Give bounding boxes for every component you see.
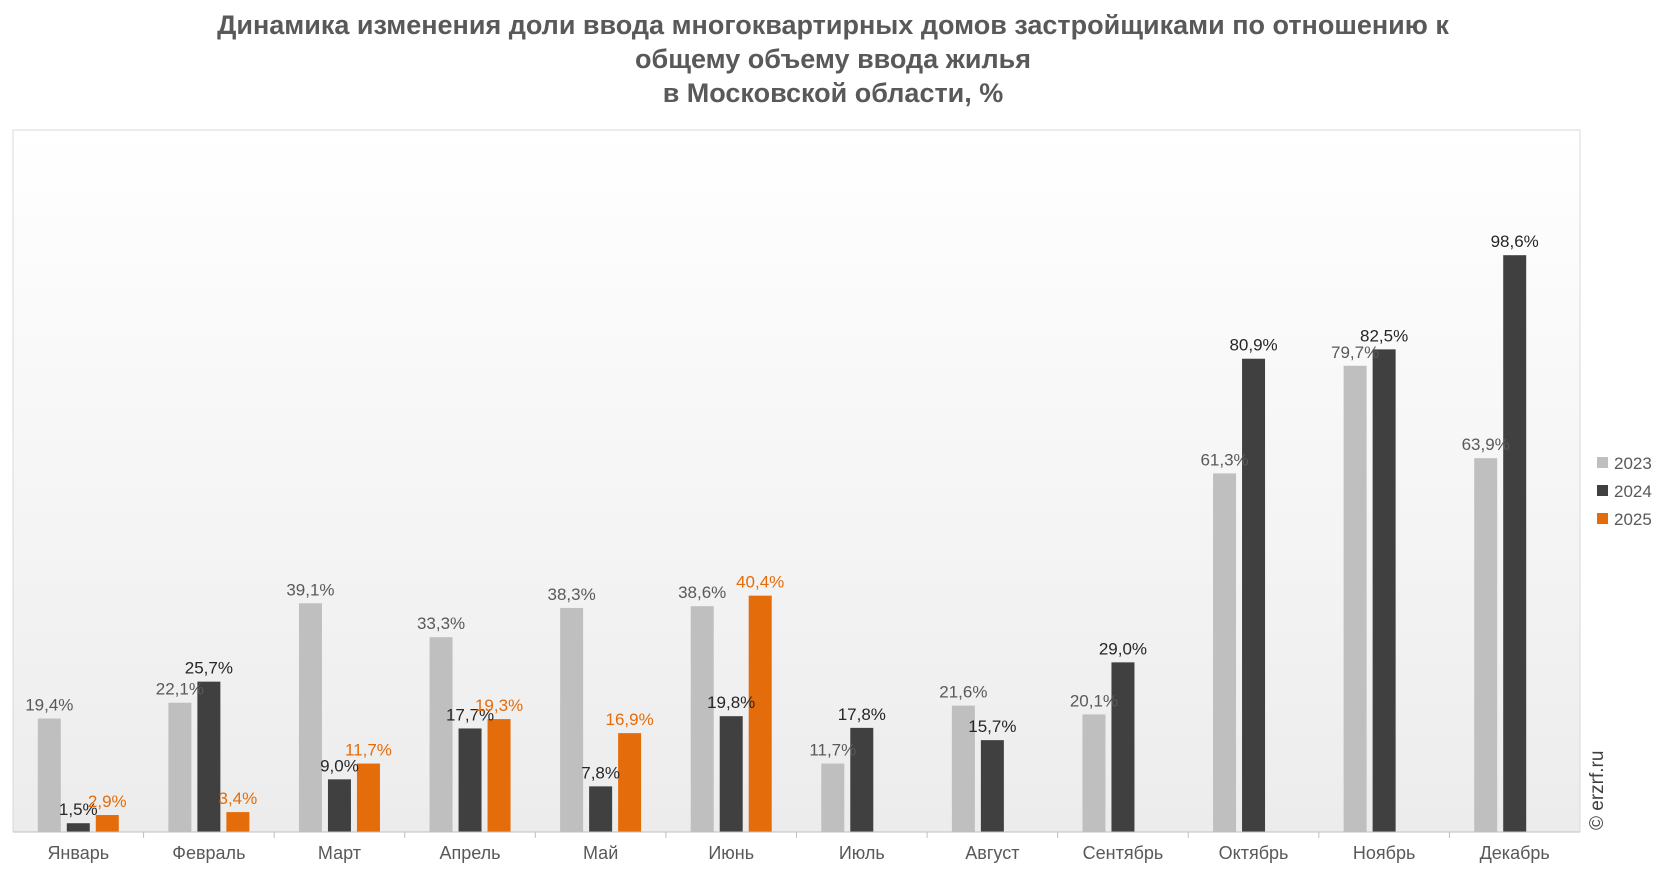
bar-2024-0 [66, 823, 90, 832]
category-label-6: Июль [839, 843, 885, 863]
legend-label-2025: 2025 [1614, 510, 1652, 529]
chart-title-line-1: Динамика изменения доли ввода многокварт… [217, 10, 1449, 40]
data-label-2023-2: 39,1% [286, 580, 334, 599]
data-label-2024-6: 17,8% [838, 705, 886, 724]
category-label-8: Сентябрь [1083, 843, 1164, 863]
bar-2023-0 [37, 718, 61, 832]
legend-swatch-2024 [1597, 485, 1608, 496]
data-label-2023-3: 33,3% [417, 614, 465, 633]
bar-2024-9 [1242, 358, 1266, 832]
data-label-2023-6: 11,7% [809, 741, 856, 760]
bars-layer [37, 255, 1527, 832]
category-label-7: Август [965, 843, 1019, 863]
data-label-2023-10: 79,7% [1331, 343, 1379, 362]
data-label-2023-9: 61,3% [1200, 450, 1248, 469]
category-label-10: Ноябрь [1353, 843, 1415, 863]
watermark: © erzrf.ru [1587, 751, 1608, 830]
plot-area [12, 129, 1581, 833]
bar-2024-7 [980, 740, 1004, 832]
bar-2023-9 [1213, 473, 1237, 832]
bar-2023-3 [429, 637, 453, 832]
legend-label-2023: 2023 [1614, 454, 1652, 473]
bar-2024-11 [1503, 255, 1527, 832]
category-label-4: Май [583, 843, 618, 863]
labels-layer: 19,4%1,5%2,9%22,1%25,7%3,4%39,1%9,0%11,7… [25, 232, 1539, 819]
category-label-3: Апрель [440, 843, 501, 863]
bar-2024-6 [850, 727, 874, 832]
data-label-2024-2: 9,0% [320, 756, 359, 775]
data-label-2023-8: 20,1% [1070, 691, 1118, 710]
bar-2025-2 [356, 763, 380, 832]
bar-2025-4 [618, 733, 642, 832]
data-label-2025-5: 40,4% [736, 573, 784, 592]
bar-2023-6 [821, 763, 845, 832]
bar-2023-1 [168, 702, 192, 832]
bar-2023-7 [951, 705, 975, 832]
bar-2023-4 [560, 607, 584, 832]
bar-2023-11 [1474, 458, 1498, 832]
legend-label-2024: 2024 [1614, 482, 1652, 501]
bar-2024-4 [589, 786, 613, 832]
bar-2024-5 [719, 716, 743, 832]
chart-title-line-2: общему объему ввода жилья [635, 44, 1031, 74]
category-label-0: Январь [47, 843, 109, 863]
bar-2023-8 [1082, 714, 1106, 832]
category-label-1: Февраль [172, 843, 245, 863]
bar-2023-2 [298, 603, 322, 832]
data-label-2025-0: 2,9% [88, 792, 127, 811]
legend: 2023 2024 2025 [1597, 454, 1652, 529]
data-label-2023-7: 21,6% [939, 683, 987, 702]
data-label-2024-7: 15,7% [968, 717, 1016, 736]
category-label-11: Декабрь [1480, 843, 1550, 863]
category-axis: Январь Февраль Март Апрель Май Июнь Июль Август… [47, 832, 1550, 863]
bar-2024-8 [1111, 662, 1135, 832]
bar-2024-3 [458, 728, 482, 832]
category-label-9: Октябрь [1219, 843, 1289, 863]
data-label-2024-10: 82,5% [1360, 326, 1408, 345]
chart-title: Динамика изменения доли ввода многокварт… [0, 8, 1666, 110]
data-label-2024-5: 19,8% [707, 693, 755, 712]
chart-title-line-3: в Московской области, % [662, 78, 1004, 108]
data-label-2024-8: 29,0% [1099, 639, 1147, 658]
data-label-2025-1: 3,4% [219, 789, 258, 808]
bar-2025-5 [748, 595, 772, 832]
data-label-2025-2: 11,7% [345, 741, 392, 760]
data-label-2023-5: 38,6% [678, 583, 726, 602]
data-label-2024-3: 17,7% [446, 705, 494, 724]
data-label-2024-0: 1,5% [59, 800, 98, 819]
data-label-2024-9: 80,9% [1229, 336, 1277, 355]
bar-2025-1 [226, 812, 250, 832]
data-label-2023-1: 22,1% [156, 680, 204, 699]
bar-2023-10 [1343, 365, 1367, 832]
data-label-2025-4: 16,9% [606, 710, 654, 729]
bar-2024-2 [327, 779, 351, 832]
data-label-2023-0: 19,4% [25, 696, 73, 715]
data-label-2023-4: 38,3% [548, 585, 596, 604]
data-label-2024-4: 7,8% [581, 763, 620, 782]
bar-2025-3 [487, 719, 511, 832]
bar-2024-10 [1372, 349, 1396, 832]
category-label-5: Июнь [708, 843, 754, 863]
data-label-2025-3: 19,3% [475, 696, 523, 715]
bar-2024-1 [197, 681, 221, 832]
category-label-2: Март [318, 843, 361, 863]
bar-2023-5 [690, 606, 714, 832]
bar-2025-0 [95, 815, 119, 832]
legend-swatch-2023 [1597, 457, 1608, 468]
data-label-2024-11: 98,6% [1491, 232, 1539, 251]
data-label-2023-11: 63,9% [1462, 435, 1510, 454]
legend-swatch-2025 [1597, 513, 1608, 524]
data-label-2024-1: 25,7% [185, 659, 233, 678]
